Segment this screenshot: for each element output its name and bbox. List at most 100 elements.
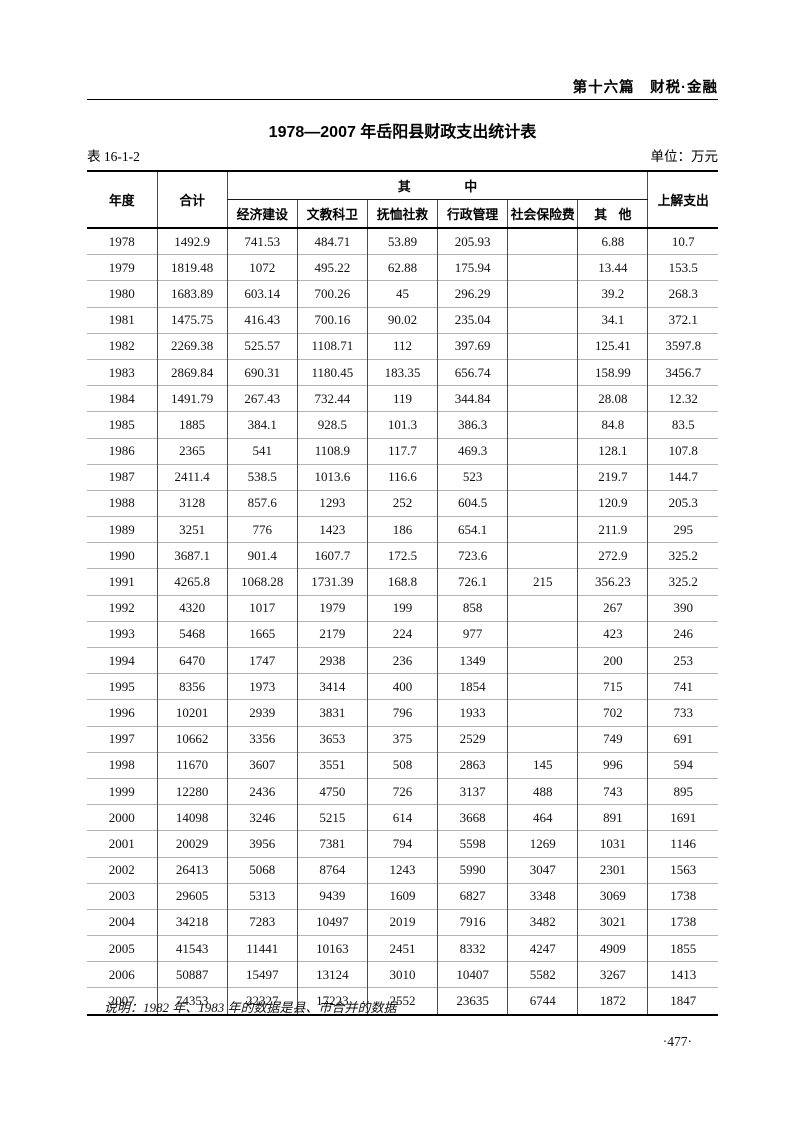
value-cell <box>507 280 578 308</box>
year-cell: 1986 <box>87 437 158 465</box>
value-cell: 215 <box>507 568 578 596</box>
col-header-admin: 行政管理 <box>437 199 508 228</box>
value-cell: 10201 <box>156 699 228 727</box>
table-row: 1981 1475.75 416.43 700.16 90.02 235.04 34.1 37… <box>87 306 718 334</box>
value-cell: 604.5 <box>437 489 508 517</box>
value-cell: 23635 <box>437 987 508 1015</box>
col-header-year: 年度 <box>109 193 135 208</box>
value-cell: 11670 <box>156 751 228 779</box>
value-cell <box>507 542 578 569</box>
value-cell: 267 <box>577 594 648 622</box>
value-cell: 723.6 <box>437 542 508 569</box>
value-cell: 4320 <box>156 594 228 622</box>
value-cell: 41543 <box>156 935 228 962</box>
value-cell: 484.71 <box>296 228 368 255</box>
table-row: 1979 1819.48 1072 495.22 62.88 175.94 13.44 153… <box>87 254 718 281</box>
year-cell: 1984 <box>87 385 158 412</box>
value-cell: 603.14 <box>226 280 298 308</box>
value-cell: 1243 <box>366 856 438 884</box>
value-cell: 10.7 <box>647 228 718 255</box>
value-cell: 120.9 <box>577 489 648 517</box>
value-cell: 464 <box>507 804 578 831</box>
value-cell: 4247 <box>507 935 578 962</box>
value-cell <box>507 594 578 622</box>
value-cell: 3047 <box>507 856 578 884</box>
value-cell <box>507 516 578 543</box>
value-cell: 2938 <box>296 646 368 674</box>
value-cell: 296.29 <box>437 280 508 308</box>
value-cell: 1072 <box>226 254 298 281</box>
value-cell: 1872 <box>577 987 648 1015</box>
value-cell: 325.2 <box>647 568 718 596</box>
value-cell: 7381 <box>296 830 368 857</box>
value-cell: 375 <box>366 725 438 753</box>
year-cell: 1990 <box>87 542 158 569</box>
year-cell: 1983 <box>87 358 158 386</box>
value-cell: 691 <box>647 725 718 753</box>
table-row: 1996 10201 2939 3831 796 1933 702 733 <box>87 699 718 727</box>
year-cell: 1981 <box>87 306 158 334</box>
value-cell: 186 <box>366 516 438 543</box>
value-cell: 4265.8 <box>156 568 228 596</box>
col-header-education: 文教科卫 <box>296 199 368 228</box>
value-cell: 295 <box>647 516 718 543</box>
year-cell: 1994 <box>87 646 158 674</box>
value-cell: 796 <box>366 699 438 727</box>
value-cell <box>507 646 578 674</box>
value-cell <box>507 673 578 700</box>
value-cell: 858 <box>437 594 508 622</box>
value-cell: 5068 <box>226 856 298 884</box>
year-cell: 1979 <box>87 254 158 281</box>
year-cell: 2000 <box>87 804 158 831</box>
value-cell: 10497 <box>296 908 368 936</box>
value-cell: 112 <box>366 332 438 360</box>
value-cell: 1146 <box>647 830 718 857</box>
page-number: ·477· <box>662 1034 692 1049</box>
value-cell: 776 <box>226 516 298 543</box>
value-cell: 1269 <box>507 830 578 857</box>
col-header-group: 其中 <box>226 171 648 200</box>
value-cell: 5313 <box>226 882 298 910</box>
value-cell: 3348 <box>507 882 578 910</box>
year-cell: 2001 <box>87 830 158 857</box>
value-cell <box>507 620 578 648</box>
value-cell: 1665 <box>226 620 298 648</box>
value-cell: 1108.71 <box>296 332 368 360</box>
value-cell: 996 <box>577 751 648 779</box>
value-cell: 267.43 <box>226 385 298 412</box>
value-cell: 1609 <box>366 882 438 910</box>
value-cell <box>507 228 578 255</box>
value-cell <box>507 725 578 753</box>
value-cell: 702 <box>577 699 648 727</box>
value-cell: 928.5 <box>296 411 368 438</box>
value-cell: 1475.75 <box>156 306 228 334</box>
value-cell: 1819.48 <box>156 254 228 281</box>
header-row-1: 年度 合计 其中 上解支出 <box>87 171 718 228</box>
table-row: 1984 1491.79 267.43 732.44 119 344.84 28.08 12.… <box>87 385 718 412</box>
value-cell: 246 <box>647 620 718 648</box>
value-cell: 3010 <box>366 961 438 988</box>
value-cell <box>507 489 578 517</box>
value-cell: 7283 <box>226 908 298 936</box>
value-cell <box>507 385 578 412</box>
value-cell: 158.99 <box>577 358 648 386</box>
value-cell: 5215 <box>296 804 368 831</box>
value-cell: 3246 <box>226 804 298 831</box>
col-header-remit: 上解支出 <box>647 171 718 228</box>
year-cell: 1995 <box>87 673 158 700</box>
value-cell: 1847 <box>647 987 718 1015</box>
value-cell: 4750 <box>296 777 368 805</box>
value-cell: 525.57 <box>226 332 298 360</box>
value-cell: 9439 <box>296 882 368 910</box>
value-cell: 700.26 <box>296 280 368 308</box>
table-header: 年度 合计 其中 上解支出 经济建设 文教科卫 抚恤社救 行政管理 社会保险费 … <box>87 171 718 228</box>
table-row: 1989 3251 776 1423 186 654.1 211.9 295 <box>87 516 718 543</box>
value-cell: 14098 <box>156 804 228 831</box>
value-cell: 2552 <box>366 987 438 1015</box>
value-cell: 1068.28 <box>226 568 298 596</box>
header-row-2: 经济建设 文教科卫 抚恤社救 行政管理 社会保险费 其他 <box>87 199 718 228</box>
value-cell: 117.7 <box>366 437 438 465</box>
value-cell: 1747 <box>226 646 298 674</box>
value-cell: 3831 <box>296 699 368 727</box>
year-cell: 1980 <box>87 280 158 308</box>
